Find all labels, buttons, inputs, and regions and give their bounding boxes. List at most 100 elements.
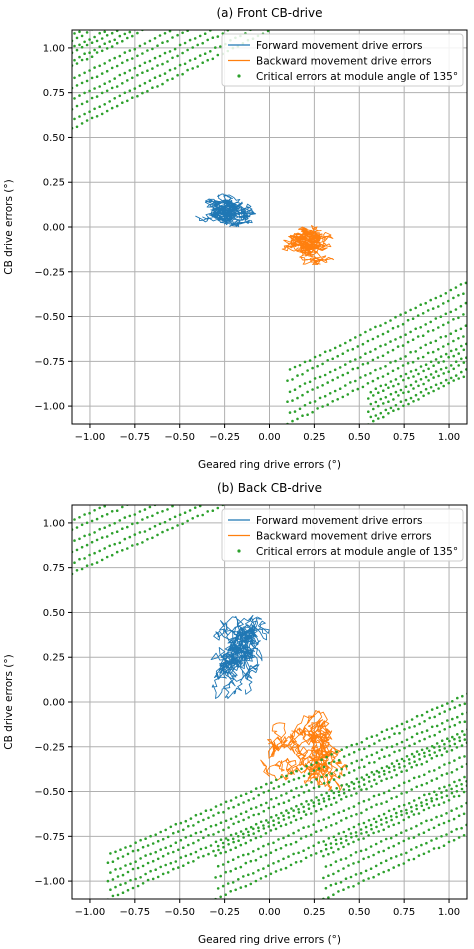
scatter-point [73,58,76,62]
scatter-point [419,303,423,307]
scatter-point [423,720,426,723]
scatter-point [171,505,174,508]
scatter-point [424,375,428,379]
scatter-point [400,757,404,761]
scatter-point [345,839,348,842]
scatter-point [188,38,192,42]
scatter-point [411,360,415,364]
scatter-point [452,838,456,842]
scatter-point [146,878,150,882]
scatter-point [181,31,184,35]
y-tick-label: −0.75 [34,357,65,368]
scatter-point [408,726,411,729]
scatter-point [452,354,456,358]
scatter-point [385,765,389,768]
scatter-point [123,71,127,75]
scatter-point [438,766,441,769]
scatter-point [450,748,454,752]
scatter-point [342,888,345,891]
scatter-point [374,414,378,417]
scatter-point [100,37,104,40]
scatter-point [75,548,79,552]
scatter-point [113,522,116,525]
scatter-point [347,785,351,788]
scatter-point [444,352,448,356]
scatter-point [110,45,114,48]
scatter-point [411,317,415,321]
scatter-point [176,73,179,77]
scatter-point [461,730,464,733]
scatter-point [449,349,453,353]
scatter-point [423,793,426,797]
scatter-point [88,110,91,113]
scatter-point [324,886,328,890]
scatter-point [374,347,377,351]
scatter-point [388,770,391,774]
scatter-point [415,807,419,811]
scatter-point [430,797,433,800]
scatter-point [290,771,293,775]
scatter-point [136,31,139,35]
scatter-point [357,780,361,784]
scatter-point [393,750,396,754]
scatter-point [327,781,331,784]
scatter-point [197,856,200,859]
scatter-point [90,519,94,523]
scatter-point [392,823,396,827]
scatter-point [143,42,147,45]
scatter-point [367,410,370,414]
scatter-point [93,48,96,52]
scatter-point [450,830,453,834]
scatter-point [430,757,434,760]
scatter-point [288,368,292,371]
scatter-point [448,707,452,711]
scatter-point [412,836,416,839]
scatter-point [163,51,167,55]
scatter-point [457,352,461,355]
scatter-point [468,753,471,756]
scatter-point [191,67,194,70]
scatter-point [355,834,358,838]
scatter-point [385,821,388,824]
scatter-point [437,387,440,390]
scatter-point [330,846,333,850]
scatter-point [182,828,185,832]
scatter-point [85,57,89,61]
scatter-point [177,848,180,852]
scatter-point [451,717,454,721]
scatter-point [161,82,164,86]
scatter-point [252,797,255,800]
scatter-point [264,875,268,878]
scatter-point [360,811,363,815]
scatter-point [163,520,167,524]
scatter-point [326,359,330,362]
scatter-point [151,859,155,863]
scatter-point [407,402,410,406]
scatter-point [287,799,291,802]
scatter-point [414,393,418,397]
scatter-point [425,747,429,750]
chart-title: (b) Back CB-drive [217,481,322,495]
scatter-point [382,828,386,832]
scatter-point [88,533,91,536]
scatter-point [105,513,109,516]
scatter-point [454,286,458,289]
scatter-point [158,34,162,37]
scatter-point [424,323,428,326]
scatter-point [389,392,393,396]
scatter-point [328,349,332,352]
scatter-point [432,364,435,368]
scatter-point [432,826,436,830]
scatter-point [344,857,348,860]
scatter-point [359,356,362,359]
scatter-point [428,716,432,720]
scatter-point [216,53,220,57]
scatter-point [432,389,435,393]
scatter-point [447,819,451,823]
scatter-point [116,857,120,860]
scatter-point [292,852,295,856]
scatter-point [431,350,435,354]
scatter-point [259,835,263,838]
scatter-point [369,402,373,406]
scatter-point [275,796,278,800]
